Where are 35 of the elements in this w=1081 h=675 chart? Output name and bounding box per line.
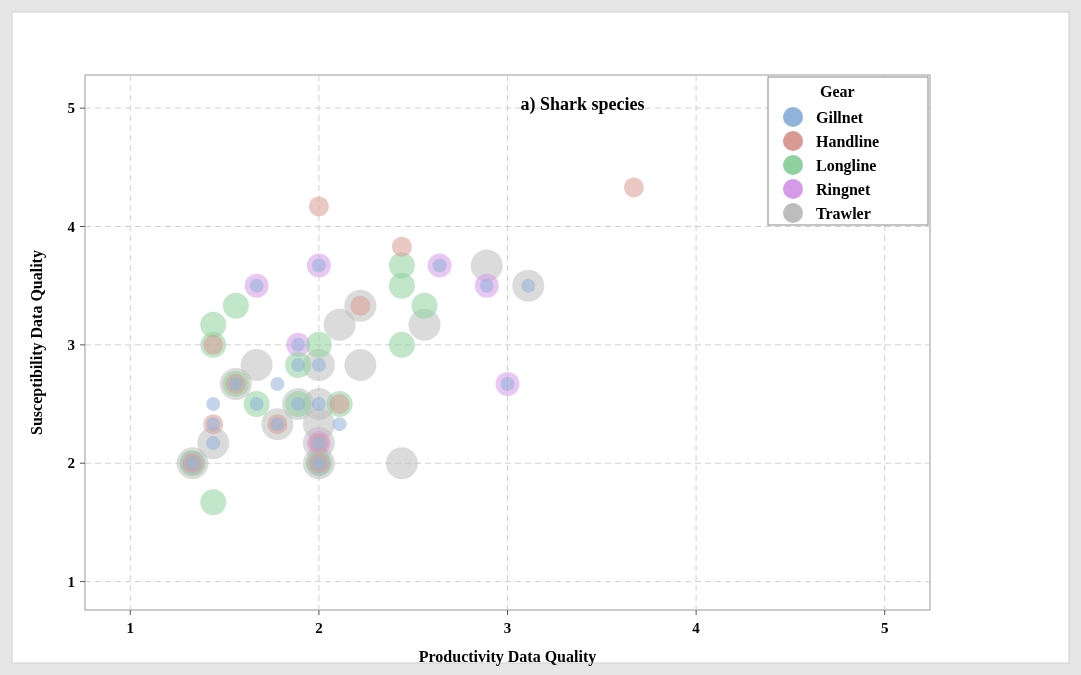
point	[206, 397, 221, 412]
x-tick-label: 1	[126, 620, 135, 636]
point	[623, 177, 644, 198]
y-tick-label: 4	[67, 218, 76, 235]
point	[388, 331, 415, 358]
point	[323, 308, 356, 341]
point	[344, 349, 377, 381]
x-axis-title: Productivity Data Quality	[418, 648, 597, 666]
legend-title: Gear	[820, 83, 855, 100]
point	[308, 196, 329, 217]
y-tick-label: 1	[67, 573, 75, 590]
point	[332, 417, 347, 432]
point	[391, 236, 412, 257]
x-tick-label: 5	[880, 620, 889, 636]
point	[270, 376, 285, 391]
x-tick-label: 3	[503, 620, 512, 636]
x-tick-label: 2	[315, 620, 323, 636]
y-tick-label: 5	[67, 100, 75, 117]
point	[385, 447, 418, 480]
legend-label: Gillnet	[816, 108, 864, 126]
text: a) Shark species	[520, 94, 645, 115]
legend-label: Ringnet	[816, 180, 871, 199]
y-tick-label: 3	[67, 337, 75, 354]
point	[222, 292, 249, 319]
x-tick-label: 4	[692, 620, 701, 636]
point	[411, 292, 438, 319]
y-axis-title: Susceptibility Data Quality	[28, 250, 46, 435]
legend-label: Longline	[816, 156, 877, 175]
point	[305, 331, 332, 358]
point	[388, 272, 415, 299]
legend-label: Trawler	[816, 204, 871, 222]
y-tick-label: 2	[67, 455, 75, 472]
legend-label: Handline	[816, 132, 880, 150]
point	[240, 349, 273, 381]
point	[200, 489, 227, 516]
